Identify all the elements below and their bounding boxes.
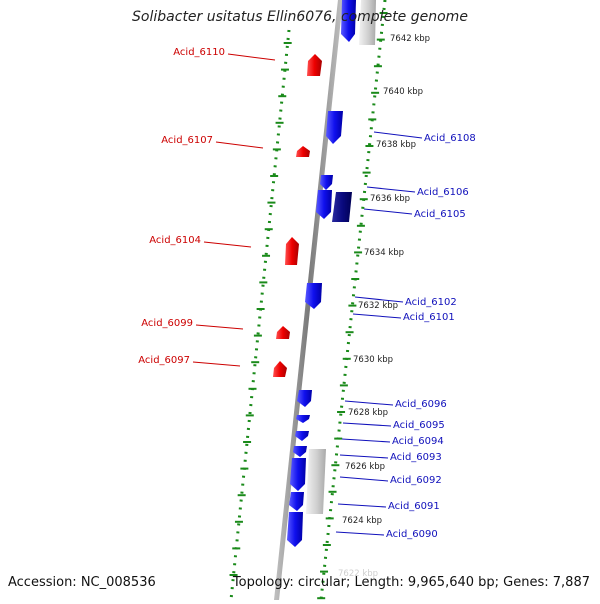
kbp-ruler: 7642 kbp 7640 kbp 7638 kbp 7636 kbp 7634 kbp…	[338, 34, 430, 579]
label-leader	[366, 186, 416, 193]
kbp-label: 7630 kbp	[353, 355, 393, 365]
kbp-label: 7634 kbp	[364, 248, 404, 258]
gene-label-left: Acid_6099	[141, 318, 193, 329]
gene-label-right: Acid_6092	[390, 475, 442, 486]
gene-forward	[295, 431, 309, 441]
gene-label-right: Acid_6102	[405, 297, 457, 308]
gene-forward	[326, 111, 343, 144]
label-leader	[344, 400, 394, 406]
gene-forward	[305, 283, 322, 309]
kbp-label: 7636 kbp	[370, 194, 410, 204]
gene-label-right: Acid_6093	[390, 452, 442, 463]
gene-reverse	[307, 54, 322, 76]
label-leader	[335, 531, 385, 536]
gene-forward	[287, 512, 303, 547]
gene-label-right: Acid_6091	[388, 501, 440, 512]
scale-rail	[229, 29, 291, 601]
forward-genes	[287, 0, 356, 547]
kbp-label: 7642 kbp	[390, 34, 430, 44]
grey-regions	[306, 0, 376, 514]
reverse-genes	[273, 54, 322, 377]
gene-label-right: Acid_6090	[386, 529, 438, 540]
gene-forward	[289, 492, 304, 511]
label-leader	[352, 313, 402, 319]
kbp-label: 7632 kbp	[358, 301, 398, 311]
map-title: Solibacter usitatus Ellin6076, complete …	[132, 9, 468, 25]
gene-label-right: Acid_6095	[393, 420, 445, 431]
gene-labels: Acid_6110 Acid_6107 Acid_6104 Acid_6099 Acid…	[138, 47, 476, 540]
gene-forward	[293, 446, 307, 457]
kbp-label: 7628 kbp	[348, 408, 388, 418]
gene-forward	[297, 390, 312, 407]
grey-region	[306, 449, 326, 514]
grey-region	[359, 0, 376, 45]
label-leader	[339, 476, 389, 482]
gene-label-right: Acid_6106	[417, 187, 469, 198]
label-leader	[342, 422, 392, 427]
gene-label-left: Acid_6107	[161, 135, 213, 146]
label-leader	[215, 141, 264, 149]
gene-forward	[341, 0, 356, 42]
label-leader	[203, 241, 252, 248]
gene-label-right: Acid_6105	[414, 209, 466, 220]
gene-forward	[316, 190, 332, 219]
genome-summary-text: Topology: circular; Length: 9,965,640 bp…	[232, 575, 590, 590]
label-leader	[195, 324, 244, 330]
gene-label-left: Acid_6097	[138, 355, 190, 366]
label-leader	[192, 361, 241, 367]
label-leader	[354, 296, 404, 303]
gene-label-right: Acid_6094	[392, 436, 444, 447]
label-leader	[337, 503, 387, 508]
kbp-label: 7624 kbp	[342, 516, 382, 526]
gene-reverse	[276, 326, 290, 339]
gene-label-right: Acid_6101	[403, 312, 455, 323]
label-leader	[341, 438, 391, 443]
gene-reverse	[273, 361, 287, 377]
gene-forward	[290, 458, 306, 491]
accession-text: Accession: NC_008536	[8, 575, 156, 590]
gene-label-left: Acid_6110	[173, 47, 225, 58]
gene-forward	[320, 175, 333, 190]
gene-label-right: Acid_6108	[424, 133, 476, 144]
gene-forward	[332, 192, 352, 222]
gene-reverse	[285, 237, 299, 265]
label-leader	[363, 208, 413, 215]
kbp-label: 7622 kbp	[338, 569, 378, 579]
label-leader	[339, 454, 389, 459]
kbp-label: 7638 kbp	[376, 140, 416, 150]
scale-rails	[229, 0, 388, 601]
gene-reverse	[296, 146, 310, 157]
kbp-label: 7640 kbp	[383, 87, 423, 97]
label-leader	[227, 53, 276, 61]
label-leader	[373, 131, 423, 139]
gene-forward	[296, 415, 310, 423]
gene-label-right: Acid_6096	[395, 399, 447, 410]
gene-label-left: Acid_6104	[149, 235, 201, 246]
kbp-label: 7626 kbp	[345, 462, 385, 472]
